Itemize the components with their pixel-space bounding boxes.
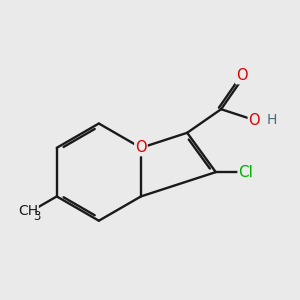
Text: O: O <box>249 112 260 128</box>
Text: O: O <box>236 68 248 83</box>
Text: O: O <box>135 140 147 155</box>
Text: Cl: Cl <box>238 165 253 180</box>
Text: 3: 3 <box>33 210 40 223</box>
Text: H: H <box>267 113 277 127</box>
Text: CH: CH <box>18 205 38 218</box>
